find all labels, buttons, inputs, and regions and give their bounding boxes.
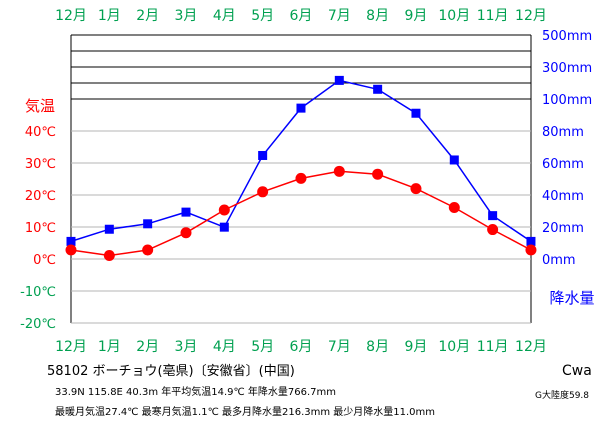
precipitation-tick-label: 20mm	[542, 221, 584, 236]
temperature-point	[180, 227, 192, 239]
month-label-bottom: 9月	[405, 339, 428, 355]
precipitation-tick-label: 80mm	[542, 125, 584, 140]
month-label-bottom: 4月	[213, 339, 236, 355]
temperature-series	[65, 165, 537, 261]
monthly-extremes: 最暖月気温27.4℃ 最寒月気温1.1℃ 最多月降水量216.3mm 最少月降水…	[55, 407, 436, 418]
precipitation-tick-label: 60mm	[542, 157, 584, 172]
month-label-top: 2月	[136, 8, 159, 24]
climate-classification: Cwa	[562, 363, 592, 379]
precipitation-point	[449, 155, 459, 165]
temperature-tick-label: -20℃	[20, 317, 56, 332]
month-label-bottom: 11月	[477, 339, 509, 355]
temperature-point	[218, 204, 230, 216]
temperature-tick-label: 20℃	[25, 189, 56, 204]
precipitation-point	[334, 75, 344, 85]
continentality-index: G大陸度59.8	[535, 391, 590, 401]
precipitation-tick-label: 40mm	[542, 189, 584, 204]
month-label-bottom: 2月	[136, 339, 159, 355]
temperature-tick-label: -10℃	[20, 285, 56, 300]
temperature-point	[410, 183, 422, 195]
temperature-point	[448, 201, 460, 213]
month-label-top: 11月	[477, 8, 509, 24]
temperature-point	[103, 249, 115, 261]
temperature-point	[65, 244, 77, 256]
temperature-tick-label: 0℃	[33, 253, 56, 268]
temperature-point	[333, 165, 345, 177]
precipitation-point	[143, 219, 153, 229]
month-label-top: 3月	[175, 8, 198, 24]
bottom-month-labels: 12月 1月 2月 3月 4月 5月 6月 7月 8月 9月 10月 11月 12月	[55, 339, 547, 355]
temperature-tick-label: 40℃	[25, 125, 56, 140]
month-label-bottom: 1月	[98, 339, 121, 355]
month-label-top: 12月	[515, 8, 547, 24]
precipitation-tick-label: 100mm	[542, 93, 592, 108]
precipitation-point	[104, 224, 114, 234]
precipitation-point	[296, 103, 306, 113]
precipitation-point	[181, 207, 191, 217]
month-label-top: 8月	[366, 8, 389, 24]
month-label-bottom: 12月	[515, 339, 547, 355]
month-label-bottom: 7月	[328, 339, 351, 355]
month-label-top: 12月	[55, 8, 87, 24]
temperature-line	[70, 170, 532, 257]
temperature-tick-labels: 40℃ 30℃ 20℃ 10℃ 0℃ -10℃ -20℃	[20, 125, 56, 332]
precipitation-tick-labels: 500mm 300mm 100mm 80mm 60mm 40mm 20mm 0mm	[542, 29, 592, 268]
temperature-tick-label: 10℃	[25, 221, 56, 236]
month-label-top: 1月	[98, 8, 121, 24]
month-label-top: 7月	[328, 8, 351, 24]
precipitation-series	[66, 75, 536, 246]
month-label-top: 6月	[290, 8, 313, 24]
month-label-top: 5月	[251, 8, 274, 24]
temperature-point	[142, 244, 154, 256]
temperature-point	[257, 186, 269, 198]
precipitation-tick-label: 300mm	[542, 61, 592, 76]
precipitation-point	[219, 222, 229, 232]
precipitation-tick-label: 0mm	[542, 253, 576, 268]
month-label-bottom: 3月	[175, 339, 198, 355]
temperature-point	[295, 172, 307, 184]
station-coordinates-and-annual-stats: 33.9N 115.8E 40.3m 年平均気温14.9℃ 年降水量766.7m…	[55, 387, 337, 398]
precipitation-point	[488, 211, 498, 221]
precipitation-point	[258, 150, 268, 160]
month-label-top: 4月	[213, 8, 236, 24]
precipitation-tick-label: 500mm	[542, 29, 592, 44]
climate-chart: 12月 1月 2月 3月 4月 5月 6月 7月 8月 9月 10月 11月 12月 12月 1月 2月 3月…	[20, 8, 594, 355]
month-label-bottom: 8月	[366, 339, 389, 355]
top-month-labels: 12月 1月 2月 3月 4月 5月 6月 7月 8月 9月 10月 11月 12月	[55, 8, 547, 24]
month-label-bottom: 5月	[251, 339, 274, 355]
precipitation-axis-label: 降水量	[549, 289, 594, 307]
precipitation-point	[373, 84, 383, 94]
precipitation-point	[411, 108, 421, 118]
month-label-top: 9月	[405, 8, 428, 24]
station-title: 58102 ボーチョウ(亳県)〔安徽省〕(中国)	[47, 364, 295, 379]
temperature-tick-label: 30℃	[25, 157, 56, 172]
month-label-bottom: 10月	[438, 339, 470, 355]
month-label-bottom: 6月	[290, 339, 313, 355]
precipitation-point	[66, 236, 76, 246]
temperature-point	[372, 168, 384, 180]
month-label-bottom: 12月	[55, 339, 87, 355]
month-label-top: 10月	[438, 8, 470, 24]
precipitation-point	[526, 236, 536, 246]
temperature-axis-label: 気温	[25, 97, 55, 115]
temperature-point	[487, 224, 499, 236]
temperature-point	[525, 244, 537, 256]
